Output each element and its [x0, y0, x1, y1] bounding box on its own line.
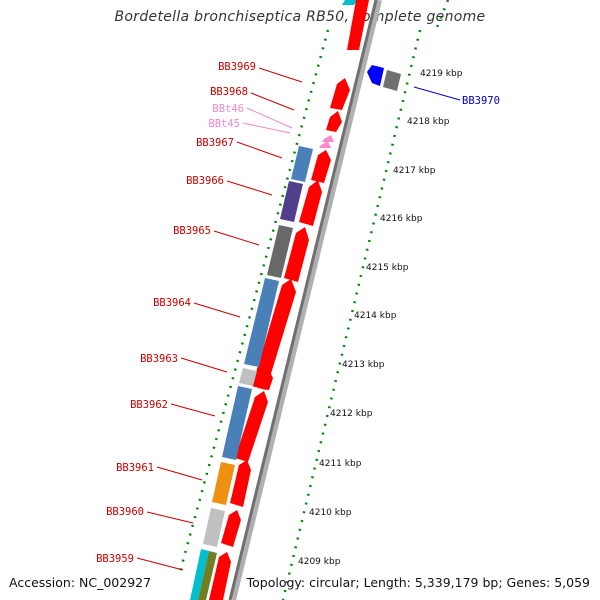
- gene-bb3959: [209, 552, 231, 600]
- leader-bb3968: [250, 92, 295, 111]
- cog-blocks: [190, 146, 313, 600]
- gene-top-cyan: [342, 0, 357, 5]
- gene-label-bb3964: BB3964: [153, 297, 191, 309]
- gene-bb3965: [284, 227, 309, 282]
- kbp-tick-label: 4218 kbp: [407, 117, 450, 127]
- kbp-tick-label: 4211 kbp: [319, 459, 362, 469]
- forward-genes: [209, 78, 350, 600]
- cog-track-guide: [178, 29, 330, 573]
- trna-bbt46: [322, 135, 334, 142]
- gene-label-bb3970: BB3970: [462, 95, 500, 107]
- leader-bb3964: [193, 302, 241, 318]
- leader-bb3967: [236, 141, 283, 159]
- leader-bbt46: [246, 107, 293, 129]
- scale-track-upper: [434, 0, 450, 31]
- leader-bbt45: [242, 122, 291, 134]
- gene-bb3967: [311, 150, 331, 183]
- gene-top-red: [347, 0, 369, 50]
- leader-bb3959: [136, 557, 184, 571]
- gene-leaders: [136, 67, 303, 571]
- cog-bb3961: [212, 462, 235, 505]
- leader-bb3961: [156, 466, 203, 481]
- gene-bb3970-blue: [367, 65, 384, 86]
- kbp-tick-label: 4214 kbp: [354, 311, 397, 321]
- gene-label-bb3966: BB3966: [186, 175, 224, 187]
- gene-label-bb3959: BB3959: [96, 553, 134, 565]
- cog-bb3967: [291, 146, 313, 182]
- gene-label-bb3962: BB3962: [130, 399, 168, 411]
- gene-label-bb3968: BB3968: [210, 86, 248, 98]
- trna-bbt45: [319, 141, 331, 148]
- gene-bb3964: [252, 279, 296, 390]
- kbp-tick-label: 4209 kbp: [298, 557, 341, 567]
- gene-label-bbt46: BBt46: [212, 103, 244, 115]
- gene-bb3968: [326, 111, 342, 132]
- cog-bb3966: [280, 181, 303, 222]
- gene-label-bb3961: BB3961: [116, 462, 154, 474]
- gene-bb3963: [258, 370, 273, 390]
- gene-labels: BB3969 BB3968 BBt46 BBt45 BB3967 BB3966 BB3965…: [96, 61, 500, 565]
- gene-bb3969: [330, 78, 350, 110]
- leader-bb3970: [413, 86, 461, 101]
- cog-bb3962: [222, 386, 252, 460]
- leader-bb3960: [146, 511, 194, 524]
- kbp-tick-label: 4216 kbp: [380, 214, 423, 224]
- leader-bb3969: [258, 67, 303, 83]
- topology-text: Topology: circular; Length: 5,339,179 bp…: [246, 575, 590, 590]
- gene-bb3962: [235, 391, 268, 462]
- leader-bb3962: [170, 403, 216, 417]
- gene-label-bbt45: BBt45: [208, 118, 240, 130]
- gene-bb3970-gray: [383, 70, 401, 91]
- cog-bb3959-cyan: [190, 549, 209, 600]
- gene-bb3960: [221, 510, 241, 547]
- map-title: Bordetella bronchiseptica RB50, complete…: [114, 9, 486, 25]
- cog-bb3964: [244, 278, 279, 367]
- gene-label-bb3963: BB3963: [140, 353, 178, 365]
- leader-bb3966: [226, 180, 273, 196]
- kbp-labels: 4219 kbp 4218 kbp 4217 kbp 4216 kbp 4215 kbp…: [298, 69, 463, 567]
- cog-bb3960: [203, 508, 225, 547]
- gene-label-bb3960: BB3960: [106, 506, 144, 518]
- kbp-tick-label: 4212 kbp: [330, 409, 373, 419]
- cog-bb3963: [239, 368, 257, 386]
- genome-backbone-shadow: [230, 0, 382, 600]
- cog-bb3959-olive: [198, 551, 217, 600]
- kbp-tick-label: 4213 kbp: [342, 360, 385, 370]
- gene-bb3961: [230, 460, 251, 507]
- cog-bb3965: [267, 225, 293, 278]
- gene-label-bb3965: BB3965: [173, 225, 211, 237]
- kbp-tick-label: 4210 kbp: [309, 508, 352, 518]
- gene-label-bb3967: BB3967: [196, 137, 234, 149]
- kbp-tick-label: 4217 kbp: [393, 166, 436, 176]
- leader-bb3963: [180, 357, 228, 373]
- kbp-tick-label: 4219 kbp: [420, 69, 463, 79]
- genome-backbone: [228, 0, 378, 600]
- kbp-tick-label: 4215 kbp: [366, 263, 409, 273]
- gene-label-bb3969: BB3969: [218, 61, 256, 73]
- accession-text: Accession: NC_002927: [9, 575, 152, 590]
- leader-bb3965: [213, 230, 260, 246]
- gene-bb3966: [299, 180, 322, 226]
